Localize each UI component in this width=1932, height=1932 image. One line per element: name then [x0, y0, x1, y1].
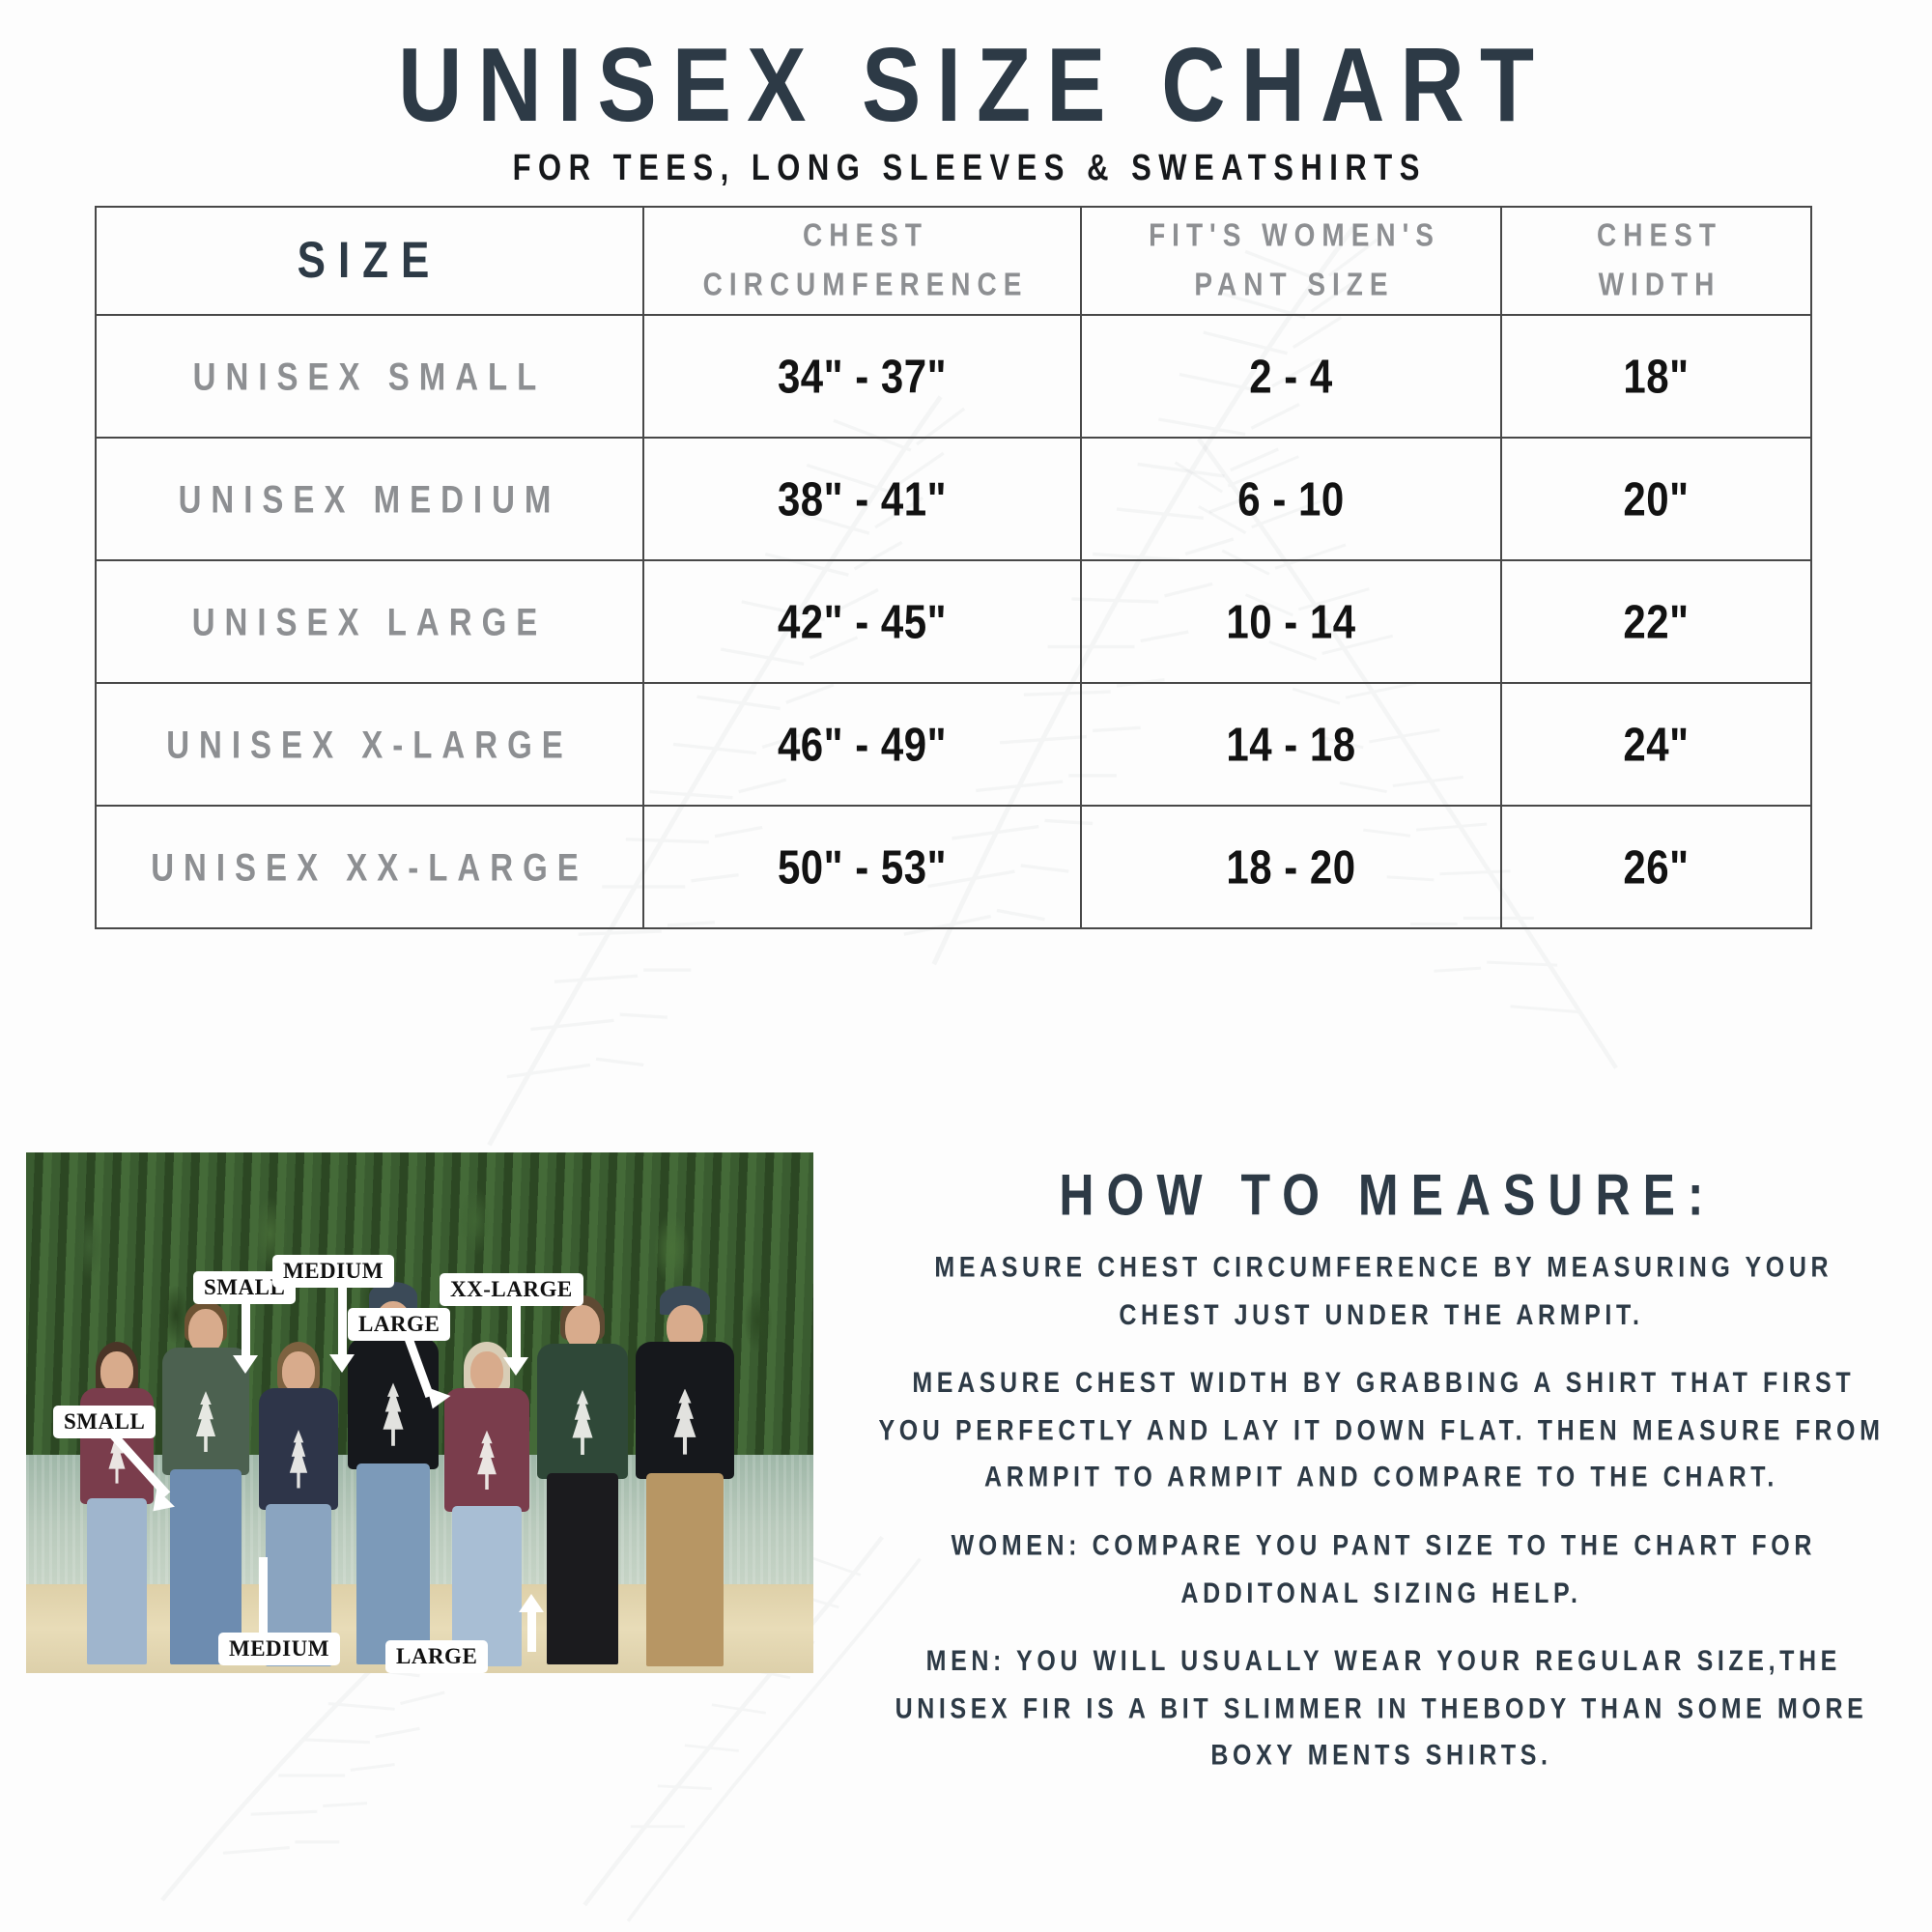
head: [470, 1351, 503, 1393]
callout-arrow-stem: [512, 1303, 521, 1363]
legs-pants: [646, 1473, 724, 1667]
model-person: [635, 1286, 735, 1667]
callout-arrow-head-icon: [503, 1357, 528, 1376]
legs-jeans: [452, 1506, 522, 1667]
column-header-line2: PANT SIZE: [1194, 266, 1395, 302]
column-header-line1: CHEST: [1597, 217, 1722, 254]
legs-pants: [547, 1473, 618, 1665]
model-person: [161, 1301, 250, 1665]
cell-chest-width: 24": [1500, 670, 1812, 818]
tree-logo-icon: [195, 1391, 216, 1453]
model-person: [347, 1282, 440, 1665]
model-person: [258, 1342, 339, 1667]
head: [282, 1351, 315, 1393]
model-person: [79, 1342, 155, 1665]
callout-arrow-head-icon: [329, 1354, 355, 1373]
legs-jeans: [356, 1463, 430, 1665]
model-person: [443, 1342, 530, 1667]
callout-arrow-head-icon: [233, 1355, 258, 1374]
size-chart-table: SIZE CHEST CIRCUMFERENCE FIT'S WOMEN'S P…: [95, 194, 1812, 942]
cell-womens-pant-size: 10 - 14: [1080, 548, 1502, 696]
callout-arrow-stem: [242, 1301, 250, 1361]
legs-jeans: [170, 1469, 242, 1665]
cell-chest-width: 18": [1500, 302, 1812, 450]
how-to-measure-title: HOW TO MEASURE:: [1059, 1162, 1717, 1228]
table-body: UNISEX SMALL 34" - 37" 2 - 4 18" UNISEX …: [95, 301, 1812, 942]
callout-large-bottom: LARGE: [385, 1640, 489, 1673]
torso-shirt: [444, 1388, 529, 1513]
cell-size: UNISEX XX-LARGE: [95, 792, 644, 942]
how-to-measure-paragraph: WOMEN: COMPARE YOU PANT SIZE TO THE CHAR…: [951, 1529, 1817, 1608]
tree-logo-icon: [289, 1430, 308, 1489]
torso-shirt: [348, 1338, 439, 1470]
head: [188, 1309, 223, 1354]
tree-logo-icon: [383, 1382, 404, 1446]
table-row: UNISEX SMALL 34" - 37" 2 - 4 18": [95, 301, 1812, 451]
callout-arrow-stem: [259, 1557, 268, 1636]
models-photo: [26, 1152, 813, 1673]
table-header: SIZE CHEST CIRCUMFERENCE FIT'S WOMEN'S P…: [95, 194, 1812, 327]
model-person: [536, 1295, 629, 1665]
cell-chest-circumference: 50" - 53": [642, 793, 1082, 941]
table-row: UNISEX XX-LARGE 50" - 53" 18 - 20 26": [95, 792, 1812, 942]
table-row: UNISEX X-LARGE 46" - 49" 14 - 18 24": [95, 669, 1812, 819]
torso-shirt: [537, 1344, 628, 1480]
callout-small-left: SMALL: [53, 1406, 156, 1438]
cell-womens-pant-size: 14 - 18: [1080, 670, 1502, 818]
page-subtitle: FOR TEES, LONG SLEEVES & SWEATSHIRTS: [512, 147, 1427, 188]
column-header-line1: FIT'S WOMEN'S: [1149, 217, 1440, 254]
table-row: UNISEX MEDIUM 38" - 41" 6 - 10 20": [95, 424, 1812, 574]
callout-arrow-stem: [527, 1611, 536, 1652]
column-header-line1: CHEST: [803, 217, 928, 254]
tree-logo-icon: [572, 1389, 593, 1456]
how-to-measure-paragraph: MEASURE CHEST CIRCUMFERENCE BY MEASURING…: [934, 1251, 1833, 1331]
cell-womens-pant-size: 2 - 4: [1080, 302, 1502, 450]
tree-logo-icon: [477, 1430, 497, 1491]
cell-chest-circumference: 46" - 49": [642, 670, 1082, 818]
cell-chest-width: 26": [1500, 793, 1812, 941]
callout-arrow-stem: [338, 1285, 347, 1360]
callout-xxlarge-top: XX-LARGE: [440, 1273, 583, 1306]
table-header-row: SIZE CHEST CIRCUMFERENCE FIT'S WOMEN'S P…: [95, 194, 1812, 327]
how-to-measure-paragraph: MEASURE CHEST WIDTH BY GRABBING A SHIRT …: [878, 1367, 1885, 1493]
callout-medium-bottom: MEDIUM: [218, 1633, 340, 1665]
torso-shirt: [259, 1388, 338, 1511]
tree-logo-icon: [673, 1388, 696, 1455]
head: [565, 1305, 600, 1350]
legs-jeans: [87, 1498, 147, 1665]
column-header-line2: CIRCUMFERENCE: [702, 266, 1029, 302]
page-title: UNISEX SIZE CHART: [397, 27, 1550, 144]
how-to-measure-paragraph: MEN: YOU WILL USUALLY WEAR YOUR REGULAR …: [895, 1644, 1868, 1771]
cell-chest-circumference: 34" - 37": [642, 302, 1082, 450]
callout-medium-top: MEDIUM: [272, 1255, 394, 1288]
cell-womens-pant-size: 18 - 20: [1080, 793, 1502, 941]
head: [100, 1351, 133, 1393]
how-to-measure-section: HOW TO MEASURE: MEASURE CHEST CIRCUMFERE…: [869, 1162, 1893, 1770]
callout-large-top: LARGE: [348, 1308, 451, 1341]
callout-arrow-head-icon: [519, 1594, 544, 1612]
torso-shirt: [636, 1342, 734, 1480]
table-row: UNISEX LARGE 42" - 45" 10 - 14 22": [95, 547, 1812, 696]
column-header-line2: WIDTH: [1598, 266, 1721, 302]
